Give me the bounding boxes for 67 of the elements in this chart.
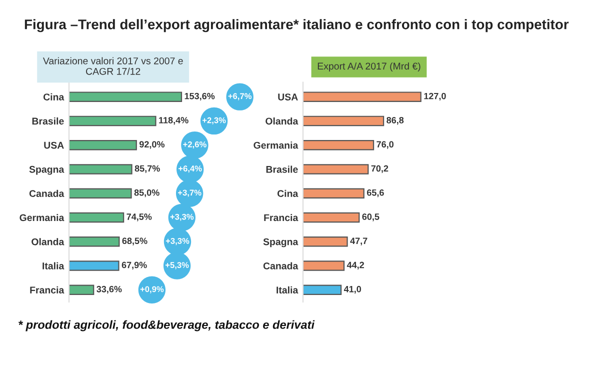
bar [303,284,342,296]
bar [69,188,132,198]
y-tick-label: Canada [29,190,64,197]
y-tick-label: Brasile [266,166,298,173]
y-tick-label: Cina [43,93,64,100]
bar [69,284,94,296]
data-label: 44,2 [346,262,364,270]
bar [69,260,120,271]
data-label: 85,0% [134,189,160,198]
text: +2,3% [202,117,226,124]
bar [69,236,120,247]
data-label: 41,0 [344,286,362,294]
data-label: 118,4% [159,116,188,125]
data-label: 47,7 [350,238,368,246]
text: +2,6% [183,141,206,149]
text: * prodotti agricoli, food&beverage, tabacco e derivati [18,320,315,332]
chart-title: Export A/A 2017 (Mrd €) [318,62,420,72]
annotation: +6,4% [178,166,202,173]
data-label: 68,5% [122,238,148,246]
bar [303,164,369,174]
chart-subtitle: Variazione valori 2017 vs 2007 e CAGR 17/12 [42,57,183,75]
bar [303,92,422,102]
y-tick-label: Cina [277,190,298,197]
y-tick-label: Olanda [32,238,64,246]
data-label: 85,7% [134,165,160,173]
annotation: +0,9% [140,286,164,294]
bar [69,92,182,102]
data-label: 65,6 [366,189,384,198]
data-label: 153,6% [184,92,215,101]
bar [303,236,348,247]
y-tick-label: Germania [254,142,298,149]
data-label: 127,0 [424,92,446,101]
y-tick-label: Spagna [263,238,298,248]
y-tick-label: Francia [30,286,64,294]
bar [303,140,374,150]
annotation: +3,3% [166,238,190,246]
annotation: +3,7% [178,190,202,197]
data-label: 60,5 [362,214,380,222]
y-tick-label: USA [278,94,298,100]
y-tick-label: Francia [264,214,298,222]
annotation: +5,3% [165,262,189,270]
text: +6,7% [228,93,252,100]
bar [69,140,137,150]
bar [303,116,384,126]
bar [69,116,156,126]
bar [303,188,364,198]
y-tick-label: Italia [276,286,298,294]
data-label: 74,5% [126,214,152,222]
data-label: 86,8 [386,116,404,125]
y-tick-label: Germania [20,214,64,222]
y-tick-label: Olanda [266,117,298,125]
y-tick-label: Brasile [32,117,64,125]
data-label: 67,9% [122,262,147,270]
y-tick-label: USA [44,142,64,149]
bar [69,212,124,223]
data-label: 76,0 [376,141,394,149]
y-tick-label: Spagna [29,166,64,175]
data-label: 70,2 [371,165,388,173]
y-tick-label: Italia [42,262,64,270]
data-label: 92,0% [139,141,165,149]
y-tick-label: Canada [263,262,298,270]
bar [69,164,132,174]
bar [303,212,360,223]
bar [303,260,345,271]
text: Figura –Trend dell’export agroalimentare* italiano e confronto con i top competitor [24,19,569,32]
data-label: 33,6% [96,286,122,294]
annotation: +3,3% [170,214,194,221]
